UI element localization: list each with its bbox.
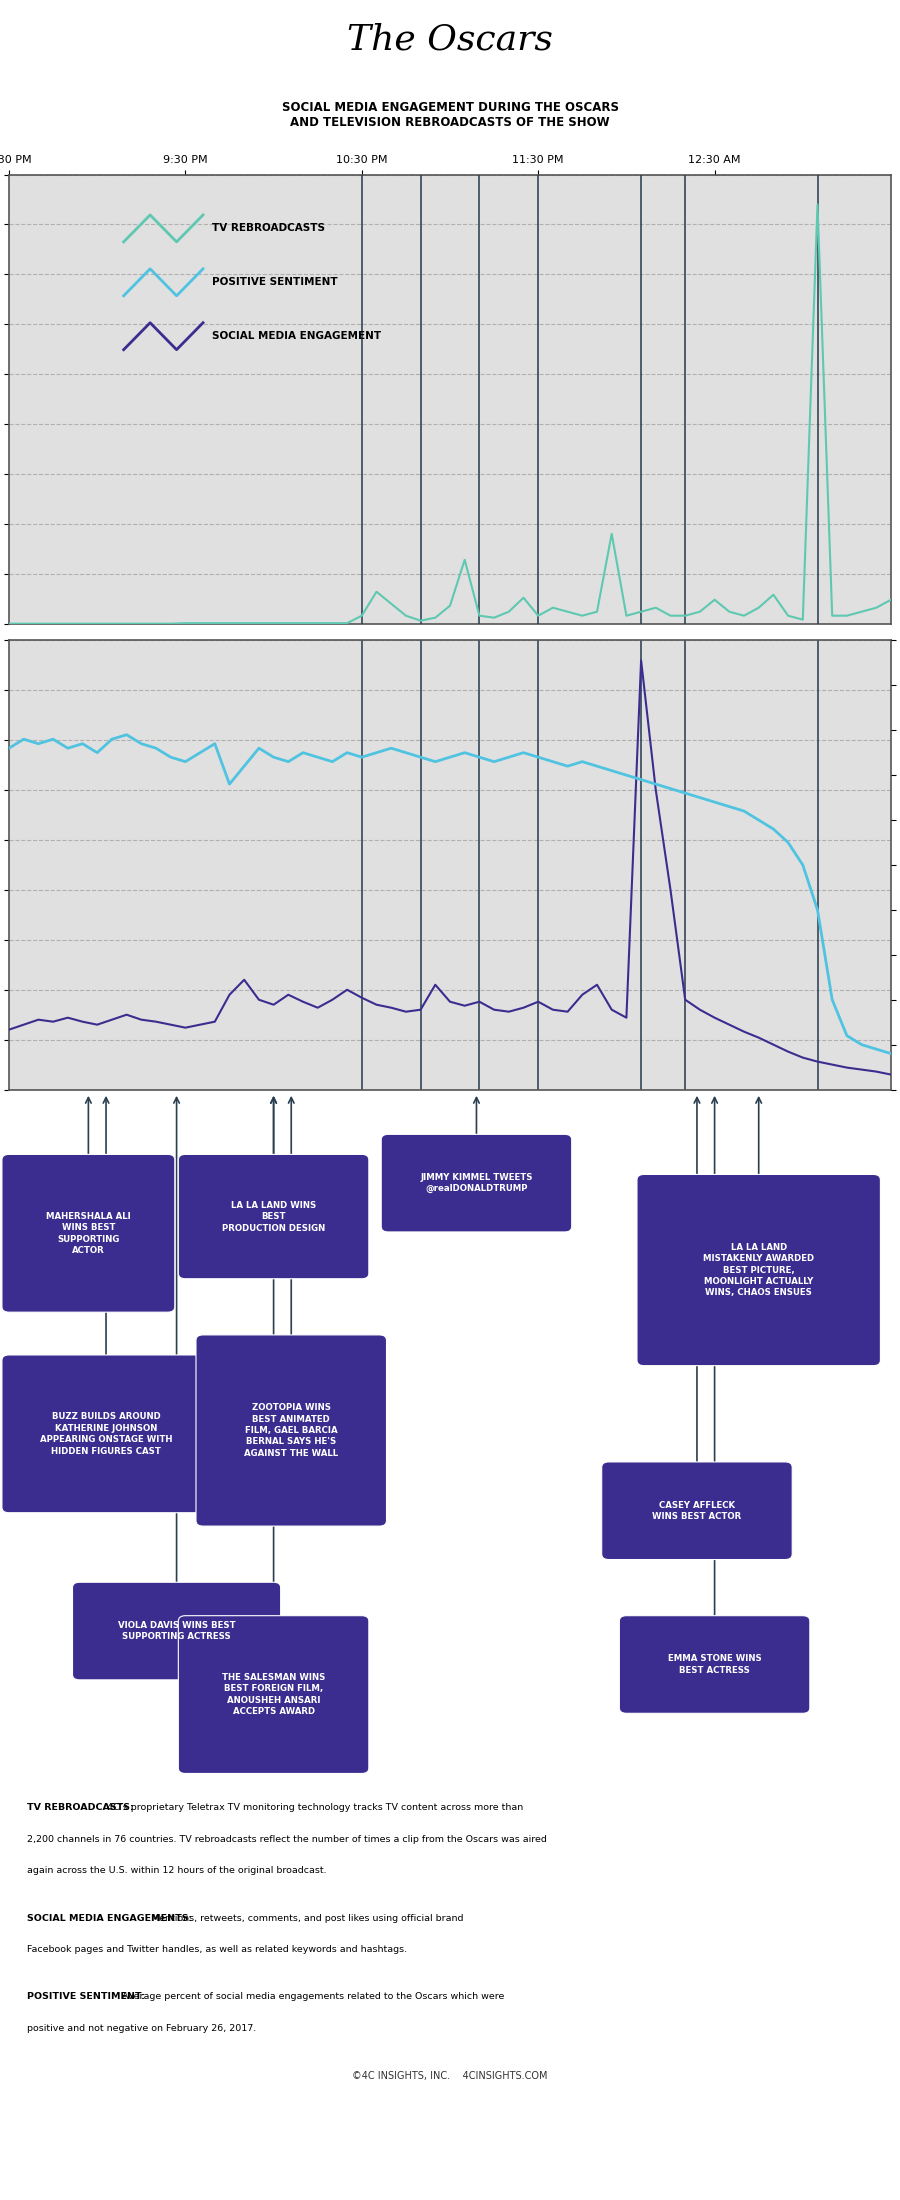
Text: Average percent of social media engagements related to the Oscars which were: Average percent of social media engageme… [119,1993,504,2002]
Text: ZOOTOPIA WINS
BEST ANIMATED
FILM, GAEL BARCIA
BERNAL SAYS HE'S
AGAINST THE WALL: ZOOTOPIA WINS BEST ANIMATED FILM, GAEL B… [244,1404,338,1459]
Text: POSITIVE SENTIMENT:: POSITIVE SENTIMENT: [27,1993,145,2002]
FancyBboxPatch shape [178,1615,369,1773]
FancyBboxPatch shape [619,1615,810,1714]
Text: 4C’s proprietary Teletrax TV monitoring technology tracks TV content across more: 4C’s proprietary Teletrax TV monitoring … [104,1804,524,1813]
FancyBboxPatch shape [73,1582,281,1681]
Text: again across the U.S. within 12 hours of the original broadcast.: again across the U.S. within 12 hours of… [27,1866,327,1874]
Text: Facebook pages and Twitter handles, as well as related keywords and hashtags.: Facebook pages and Twitter handles, as w… [27,1945,407,1954]
FancyBboxPatch shape [2,1355,210,1514]
Text: positive and not negative on February 26, 2017.: positive and not negative on February 26… [27,2024,256,2033]
FancyBboxPatch shape [178,1155,369,1278]
Text: LA LA LAND
MISTAKENLY AWARDED
BEST PICTURE,
MOONLIGHT ACTUALLY
WINS, CHAOS ENSUE: LA LA LAND MISTAKENLY AWARDED BEST PICTU… [703,1243,814,1298]
Text: SOCIAL MEDIA ENGAGEMENT DURING THE OSCARS
AND TELEVISION REBROADCASTS OF THE SHO: SOCIAL MEDIA ENGAGEMENT DURING THE OSCAR… [282,101,618,130]
Text: SOCIAL MEDIA ENGAGEMENT: SOCIAL MEDIA ENGAGEMENT [212,332,381,341]
Text: LA LA LAND WINS
BEST
PRODUCTION DESIGN: LA LA LAND WINS BEST PRODUCTION DESIGN [222,1201,325,1232]
FancyBboxPatch shape [602,1463,792,1560]
Text: POSITIVE SENTIMENT: POSITIVE SENTIMENT [212,277,338,288]
FancyBboxPatch shape [637,1175,880,1366]
Text: EMMA STONE WINS
BEST ACTRESS: EMMA STONE WINS BEST ACTRESS [668,1654,761,1674]
Text: ©4C INSIGHTS, INC.    4CINSIGHTS.COM: ©4C INSIGHTS, INC. 4CINSIGHTS.COM [352,2072,548,2081]
Text: CASEY AFFLECK
WINS BEST ACTOR: CASEY AFFLECK WINS BEST ACTOR [652,1500,742,1520]
Text: JIMMY KIMMEL TWEETS
@realDONALDTRUMP: JIMMY KIMMEL TWEETS @realDONALDTRUMP [420,1173,533,1192]
FancyBboxPatch shape [382,1135,572,1232]
Text: MAHERSHALA ALI
WINS BEST
SUPPORTING
ACTOR: MAHERSHALA ALI WINS BEST SUPPORTING ACTO… [46,1212,130,1254]
Text: 2,200 channels in 76 countries. TV rebroadcasts reflect the number of times a cl: 2,200 channels in 76 countries. TV rebro… [27,1835,546,1844]
Text: THE SALESMAN WINS
BEST FOREIGN FILM,
ANOUSHEH ANSARI
ACCEPTS AWARD: THE SALESMAN WINS BEST FOREIGN FILM, ANO… [222,1672,325,1716]
Text: BUZZ BUILDS AROUND
KATHERINE JOHNSON
APPEARING ONSTAGE WITH
HIDDEN FIGURES CAST: BUZZ BUILDS AROUND KATHERINE JOHNSON APP… [40,1412,172,1456]
Text: Mentions, retweets, comments, and post likes using official brand: Mentions, retweets, comments, and post l… [148,1914,464,1923]
Text: TV REBROADCASTS: TV REBROADCASTS [212,224,325,233]
Text: VIOLA DAVIS WINS BEST
SUPPORTING ACTRESS: VIOLA DAVIS WINS BEST SUPPORTING ACTRESS [118,1621,236,1641]
Text: The Oscars: The Oscars [347,22,553,55]
FancyBboxPatch shape [196,1335,386,1527]
FancyBboxPatch shape [2,1155,175,1311]
Text: TV REBROADCASTS:: TV REBROADCASTS: [27,1804,133,1813]
Text: SOCIAL MEDIA ENGAGEMENTS:: SOCIAL MEDIA ENGAGEMENTS: [27,1914,192,1923]
